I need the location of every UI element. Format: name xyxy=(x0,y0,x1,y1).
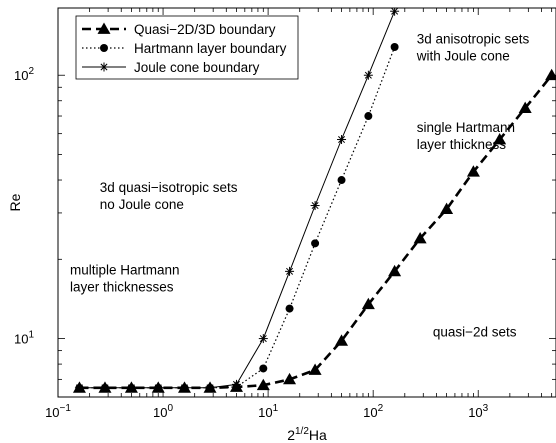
series-1 xyxy=(72,68,556,393)
legend: Quasi−2D/3D boundary Hartmann layer bound… xyxy=(75,15,299,80)
tick-layer: 10−1 100 101 102 103 101 102 xyxy=(14,8,556,420)
data-point xyxy=(285,304,294,313)
annotation: 3d anisotropic sets with Joule cone xyxy=(416,31,530,63)
data-point xyxy=(545,68,556,81)
data-point xyxy=(153,383,163,393)
legend-marker xyxy=(100,44,108,52)
y-tick-label: 102 xyxy=(14,66,34,83)
legend-box xyxy=(75,15,299,80)
data-point xyxy=(308,363,322,375)
data-point xyxy=(259,364,268,373)
annotation: multiple Hartmann layer thicknesses xyxy=(70,263,180,295)
annotation: quasi−2d sets xyxy=(433,324,517,339)
legend-label: Hartmann layer boundary xyxy=(134,41,287,56)
plot-area-border xyxy=(57,7,556,398)
data-point xyxy=(310,201,320,211)
plot-frame xyxy=(57,7,556,398)
data-point xyxy=(285,266,295,276)
data-point xyxy=(390,8,400,16)
legend-marker xyxy=(99,62,109,72)
x-axis-label: 21/2Ha xyxy=(287,426,327,443)
data-point xyxy=(337,135,347,145)
x-tick-label: 100 xyxy=(153,403,173,420)
x-tick-label: 10−1 xyxy=(45,403,71,420)
data-point xyxy=(364,112,373,121)
annotation-layer: 3d quasi−isotropic sets no Joule cone mult… xyxy=(70,31,530,339)
annotation: 3d quasi−isotropic sets no Joule cone xyxy=(100,180,238,212)
data-point xyxy=(413,231,427,244)
data-point xyxy=(126,383,136,393)
data-point xyxy=(363,70,373,80)
data-point xyxy=(74,383,84,393)
data-point xyxy=(335,334,349,346)
data-point xyxy=(466,165,480,177)
series-layer xyxy=(72,8,556,393)
x-tick-label: 102 xyxy=(363,403,383,420)
y-axis-label: Re xyxy=(7,193,23,211)
data-point xyxy=(179,383,189,393)
data-point xyxy=(337,176,346,185)
x-tick-label: 103 xyxy=(468,403,488,420)
data-point xyxy=(283,372,297,385)
data-point xyxy=(258,334,268,344)
legend-label: Joule cone boundary xyxy=(134,60,260,75)
series-3 xyxy=(74,8,400,393)
legend-marker xyxy=(97,22,111,34)
data-point xyxy=(311,239,320,248)
data-point xyxy=(390,42,399,51)
data-point xyxy=(100,383,110,393)
data-point xyxy=(493,133,507,145)
data-point xyxy=(440,202,454,215)
series-2 xyxy=(75,42,399,392)
series-line xyxy=(79,46,396,389)
legend-entry: Hartmann layer boundary xyxy=(82,41,287,56)
data-point xyxy=(518,101,532,114)
legend-entry: Quasi−2D/3D boundary xyxy=(82,22,276,37)
y-tick-label: 101 xyxy=(14,330,34,347)
x-tick-label: 101 xyxy=(258,403,278,420)
data-point xyxy=(205,383,215,393)
legend-label: Quasi−2D/3D boundary xyxy=(134,22,276,37)
data-point xyxy=(256,378,270,391)
annotation: single Hartmann layer thickness xyxy=(417,120,515,152)
legend-entry: Joule cone boundary xyxy=(82,60,260,75)
data-point xyxy=(231,379,241,389)
data-point xyxy=(388,264,402,277)
data-point xyxy=(361,297,375,310)
